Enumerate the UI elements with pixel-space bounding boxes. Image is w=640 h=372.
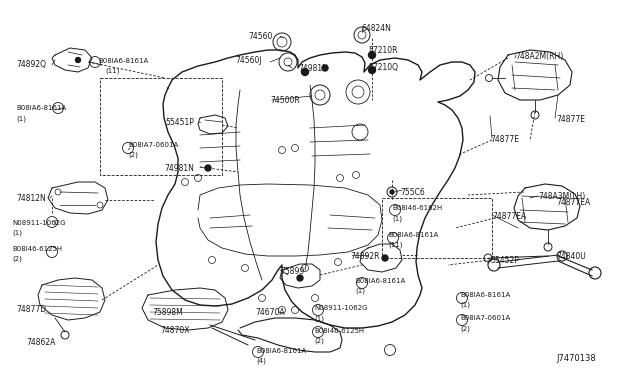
Text: (1): (1) [392, 215, 402, 221]
Circle shape [322, 65, 328, 71]
Circle shape [369, 67, 376, 74]
Text: B08IA7-0601A: B08IA7-0601A [128, 142, 179, 148]
Text: (2): (2) [128, 152, 138, 158]
Text: 748A3M(LH): 748A3M(LH) [538, 192, 585, 201]
Text: 74560: 74560 [248, 32, 273, 41]
Text: 74840U: 74840U [556, 252, 586, 261]
Text: (2): (2) [314, 338, 324, 344]
Text: 74892R: 74892R [350, 252, 380, 261]
Text: (2): (2) [12, 256, 22, 263]
Text: 74877E: 74877E [490, 135, 519, 144]
Text: B08I46-6125H: B08I46-6125H [314, 328, 364, 334]
Text: 74877EA: 74877EA [556, 198, 590, 207]
Text: B08IA6-8161A: B08IA6-8161A [355, 278, 405, 284]
Circle shape [76, 58, 81, 62]
Text: 748A2M(RH): 748A2M(RH) [515, 52, 563, 61]
Text: B08IA6-8161A: B08IA6-8161A [16, 105, 67, 111]
Circle shape [301, 68, 308, 76]
Text: 75899: 75899 [280, 267, 304, 276]
Circle shape [369, 51, 376, 58]
Circle shape [382, 255, 388, 261]
Text: N08911-1062G: N08911-1062G [314, 305, 367, 311]
Circle shape [390, 190, 394, 194]
Text: 75898M: 75898M [152, 308, 183, 317]
Text: 74500R: 74500R [270, 96, 300, 105]
Text: 74560J: 74560J [235, 56, 262, 65]
Text: (2): (2) [460, 325, 470, 331]
Text: 57210R: 57210R [368, 46, 397, 55]
Text: 755C6: 755C6 [400, 188, 425, 197]
Text: (1): (1) [12, 230, 22, 237]
Text: (11): (11) [388, 242, 403, 248]
Text: B08IA6-8161A: B08IA6-8161A [388, 232, 438, 238]
Text: 74877E: 74877E [556, 115, 585, 124]
Text: 57210Q: 57210Q [368, 63, 398, 72]
Text: (1): (1) [314, 315, 324, 321]
Text: N08911-1062G: N08911-1062G [12, 220, 65, 226]
Circle shape [297, 275, 303, 281]
Text: 74877D: 74877D [16, 305, 46, 314]
Text: B08IA6-8161A: B08IA6-8161A [256, 348, 307, 354]
Text: (4): (4) [256, 358, 266, 365]
Text: 74892Q: 74892Q [16, 60, 46, 69]
Text: (1): (1) [460, 302, 470, 308]
Text: B08IA6-8161A: B08IA6-8161A [460, 292, 510, 298]
Text: 55451P: 55451P [165, 118, 194, 127]
Circle shape [205, 165, 211, 171]
Text: (1): (1) [355, 288, 365, 295]
Text: B08IA7-0601A: B08IA7-0601A [460, 315, 510, 321]
Text: 74981N: 74981N [298, 64, 328, 73]
Text: 64824N: 64824N [362, 24, 392, 33]
Text: 74862A: 74862A [26, 338, 56, 347]
Text: B08I46-6125H: B08I46-6125H [12, 246, 62, 252]
Text: 74870X: 74870X [160, 326, 189, 335]
Text: 74670A: 74670A [255, 308, 285, 317]
Text: (11): (11) [105, 68, 120, 74]
Text: 74877EA: 74877EA [492, 212, 526, 221]
Text: J7470138: J7470138 [556, 354, 596, 363]
Text: 74812N: 74812N [16, 194, 45, 203]
Text: B08IA6-8161A: B08IA6-8161A [98, 58, 148, 64]
Text: 55452P: 55452P [490, 256, 519, 265]
Text: B08I46-6162H: B08I46-6162H [392, 205, 442, 211]
Text: (1): (1) [16, 115, 26, 122]
Text: 74981N: 74981N [164, 164, 194, 173]
